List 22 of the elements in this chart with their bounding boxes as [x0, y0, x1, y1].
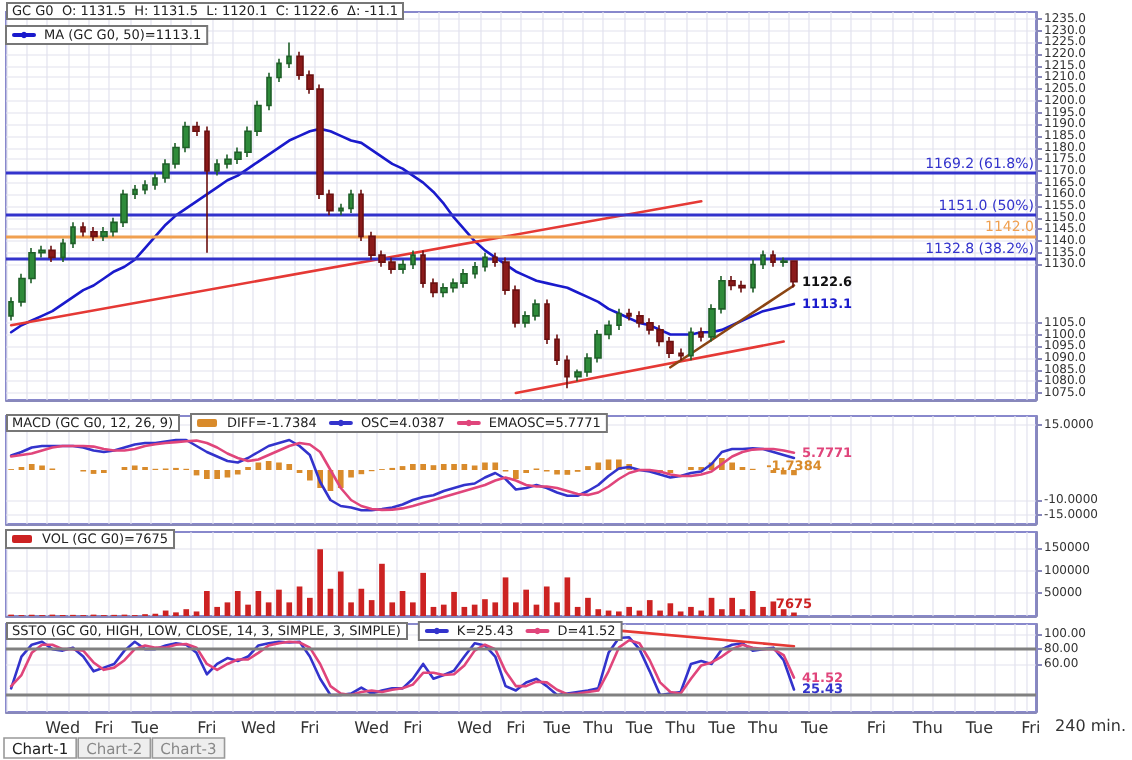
- x-tick-label: Wed: [354, 719, 390, 737]
- x-tick-label: Tue: [129, 719, 159, 737]
- x-tick-label: Fri: [403, 719, 423, 737]
- x-tick-label: Thu: [746, 719, 779, 737]
- text: 240 min.: [1055, 717, 1127, 735]
- x-tick-label: Fri: [94, 719, 114, 737]
- x-tick-label: Wed: [45, 719, 81, 737]
- x-tick-label: Thu: [910, 719, 943, 737]
- x-tick-label: Fri: [866, 719, 886, 737]
- x-tick-label: Tue: [706, 719, 736, 737]
- x-tick-label: Fri: [1021, 719, 1041, 737]
- x-tick-label: Tue: [963, 719, 994, 737]
- x-tick-label: Tue: [798, 719, 829, 737]
- x-tick-label: Tue: [623, 719, 654, 737]
- x-tick-label: Thu: [581, 719, 614, 737]
- x-tick-label: Tue: [541, 719, 571, 737]
- x-tick-label: Fri: [197, 719, 217, 737]
- x-tick-label: Fri: [300, 719, 320, 737]
- x-tick-label: Fri: [506, 719, 526, 737]
- x-tick-label: Thu: [663, 719, 696, 737]
- x-tick-label: Wed: [457, 719, 493, 737]
- x-tick-label: Wed: [240, 719, 276, 737]
